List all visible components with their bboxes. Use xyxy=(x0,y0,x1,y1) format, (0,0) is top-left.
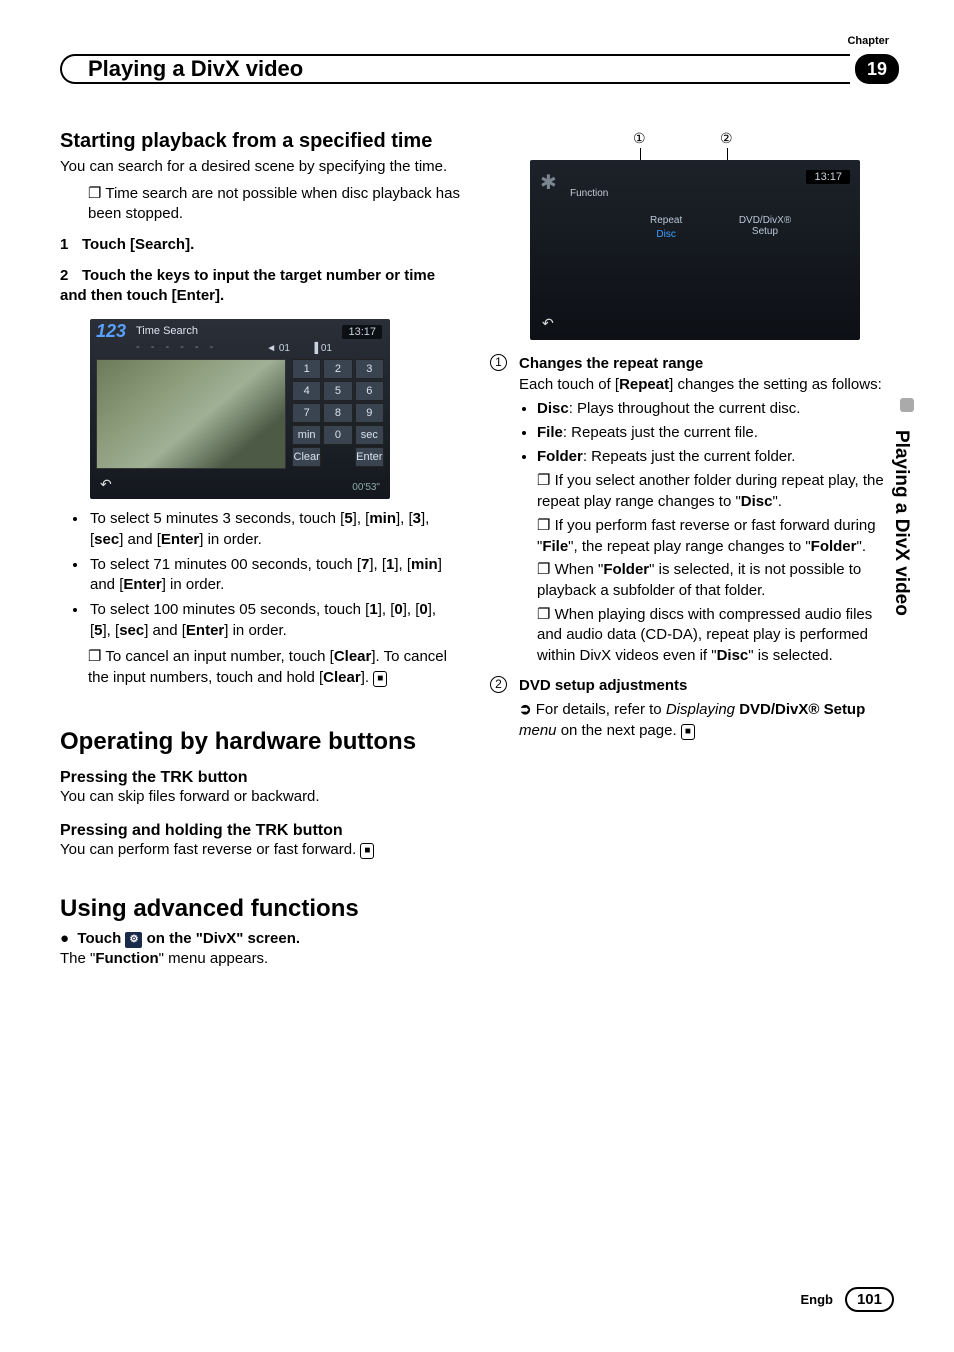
example-2: To select 71 minutes 00 seconds, touch [… xyxy=(88,555,460,596)
key-enter[interactable]: Enter xyxy=(355,447,384,467)
note-ff-rw: If you perform fast reverse or fast forw… xyxy=(537,516,890,557)
note-timesearch: Time search are not possible when disc p… xyxy=(88,184,460,225)
callout-1: ① xyxy=(633,130,646,147)
advanced-step: ● Touch ⚙ on the "DivX" screen. xyxy=(60,929,460,950)
fn-setup-button[interactable]: DVD/DivX® Setup xyxy=(730,215,800,237)
ts-input-dots: - - - - - - xyxy=(136,341,217,353)
right-column: ① ② ✱ Function 13:17 RepeatDisc DVD/DivX… xyxy=(490,130,890,970)
chapter-number: 19 xyxy=(855,54,899,84)
trk-hold-desc: You can perform fast reverse or fast for… xyxy=(60,840,460,861)
key-4[interactable]: 4 xyxy=(292,381,321,401)
end-icon: ■ xyxy=(681,724,695,740)
time-search-screenshot: 123 Time Search 13:17 - - - - - - ◄ 01 ▐… xyxy=(90,319,390,499)
ts-clock: 13:17 xyxy=(342,325,382,339)
chapter-label: Chapter xyxy=(847,35,889,47)
item-2: 2 DVD setup adjustments For details, ref… xyxy=(490,676,890,742)
key-0[interactable]: 0 xyxy=(323,425,352,445)
end-icon: ■ xyxy=(360,843,374,859)
system-icon: ✱ xyxy=(540,170,557,195)
section-heading-hardware: Operating by hardware buttons xyxy=(60,729,460,755)
key-3[interactable]: 3 xyxy=(355,359,384,379)
note-switch-folder: If you select another folder during repe… xyxy=(537,471,890,512)
advanced-desc: The "Function" menu appears. xyxy=(60,949,460,970)
key-6[interactable]: 6 xyxy=(355,381,384,401)
fn-back-icon[interactable]: ↶ xyxy=(542,315,554,332)
footer-lang: Engb xyxy=(800,1292,833,1307)
repeat-disc: Disc: Plays throughout the current disc. xyxy=(537,399,890,420)
key-5[interactable]: 5 xyxy=(323,381,352,401)
left-column: Starting playback from a specified time … xyxy=(60,130,460,970)
cancel-note: To cancel an input number, touch [Clear]… xyxy=(88,647,460,688)
callout-2: ② xyxy=(720,130,733,147)
ts-video-thumb xyxy=(96,359,286,469)
key-9[interactable]: 9 xyxy=(355,403,384,423)
ts-header: Time Search xyxy=(136,325,198,337)
function-menu-icon: ⚙ xyxy=(125,932,142,948)
key-sec[interactable]: sec xyxy=(355,425,384,445)
ts-elapsed: 00'53" xyxy=(352,482,380,493)
subhead-trk-hold: Pressing and holding the TRK button xyxy=(60,822,460,840)
fn-repeat-button[interactable]: RepeatDisc xyxy=(650,215,682,240)
footer: Engb 101 xyxy=(800,1287,894,1312)
page-title: Playing a DivX video xyxy=(60,54,850,84)
note-cdda: When playing discs with compressed audio… xyxy=(537,605,890,667)
intro-text: You can search for a desired scene by sp… xyxy=(60,157,460,178)
step-1: 1Touch [Search]. xyxy=(60,235,460,256)
repeat-file: File: Repeats just the current file. xyxy=(537,423,890,444)
key-min[interactable]: min xyxy=(292,425,321,445)
ts-back-icon[interactable]: ↶ xyxy=(100,476,112,493)
step-2: 2Touch the keys to input the target numb… xyxy=(60,266,460,307)
side-tab-marker xyxy=(900,398,914,412)
section-heading-start-playback: Starting playback from a specified time xyxy=(60,130,460,153)
key-1[interactable]: 1 xyxy=(292,359,321,379)
key-blank xyxy=(323,447,352,467)
repeat-folder: Folder: Repeats just the current folder. xyxy=(537,447,890,468)
ts-track: ▐ 01 xyxy=(311,343,332,354)
item-1: 1 Changes the repeat range Each touch of… xyxy=(490,354,890,670)
ts-keypad: 1 2 3 4 5 6 7 8 9 min 0 sec Clear Enter xyxy=(292,359,384,467)
note-subfolder: When "Folder" is selected, it is not pos… xyxy=(537,560,890,601)
key-8[interactable]: 8 xyxy=(323,403,352,423)
circled-2: 2 xyxy=(490,676,507,693)
key-clear[interactable]: Clear xyxy=(292,447,321,467)
section-heading-advanced: Using advanced functions xyxy=(60,896,460,922)
fn-clock: 13:17 xyxy=(806,170,850,184)
example-1: To select 5 minutes 3 seconds, touch [5]… xyxy=(88,509,460,550)
end-icon: ■ xyxy=(373,671,387,687)
example-3: To select 100 minutes 05 seconds, touch … xyxy=(88,600,460,641)
reference-link: For details, refer to Displaying DVD/Div… xyxy=(519,700,890,741)
circled-1: 1 xyxy=(490,354,507,371)
fn-title: Function xyxy=(570,188,608,199)
side-tab-text: Playing a DivX video xyxy=(890,430,912,616)
function-menu-screenshot: ✱ Function 13:17 RepeatDisc DVD/DivX® Se… xyxy=(530,160,860,340)
page-number: 101 xyxy=(845,1287,894,1312)
key-7[interactable]: 7 xyxy=(292,403,321,423)
keypad-icon: 123 xyxy=(96,321,126,342)
ts-chapter: ◄ 01 xyxy=(266,343,290,354)
trk-desc: You can skip files forward or backward. xyxy=(60,787,460,808)
subhead-trk: Pressing the TRK button xyxy=(60,769,460,787)
key-2[interactable]: 2 xyxy=(323,359,352,379)
